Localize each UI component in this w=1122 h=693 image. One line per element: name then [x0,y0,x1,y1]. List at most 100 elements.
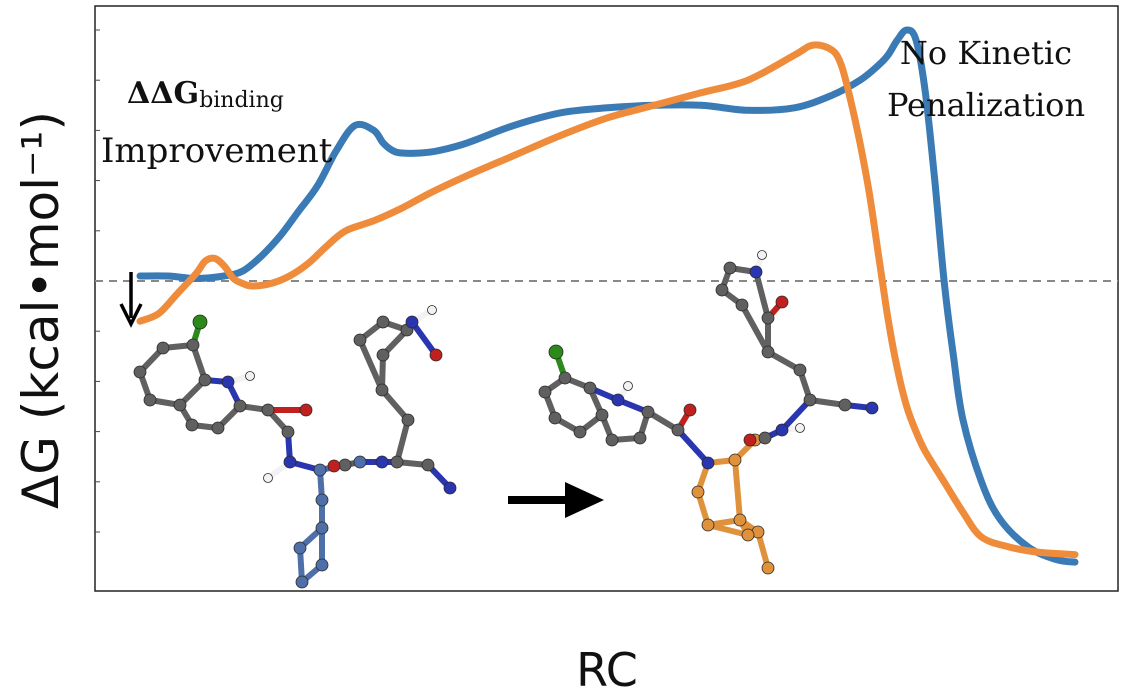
right-molecule-atom [623,381,633,391]
right-molecule-atom [595,408,609,422]
left-molecule-atom [390,455,404,469]
left-molecule-atom [245,371,255,381]
left-molecule-atom [313,463,327,477]
right-molecule-atom [757,250,767,260]
right-molecule-atom [775,423,789,437]
right-molecule-atom [723,261,737,275]
left-molecule-atom [443,481,457,495]
right-molecule-bond [739,302,771,355]
left-molecule-atom [376,315,390,329]
left-molecule-atom [186,338,200,352]
binding-delta-label: ΔΔG [127,76,199,111]
right-molecule-atom [691,485,705,499]
left-molecule-atom [211,421,225,435]
left-molecule-atom [133,365,147,379]
left-molecule-atom [315,493,329,507]
right-molecule-atom [605,433,619,447]
right-molecule-atom [558,371,572,385]
molecule-structures [133,250,879,589]
right-molecule-atom [633,431,647,445]
series-line-orange [136,41,1079,559]
right-molecule-bond [732,457,743,523]
left-molecule-atom [375,383,389,397]
left-molecule-atom [293,541,307,555]
left-molecule-atom [376,348,390,362]
left-molecule-atom [375,455,389,469]
left-molecule-atom [295,575,309,589]
left-molecule-atom [353,333,367,347]
down-arrow-icon [119,272,143,328]
right-molecule-atom [641,405,655,419]
left-molecule-atom [261,403,275,417]
right-molecule-atom [761,311,775,325]
left-molecule-atom [281,425,295,439]
right-molecule-atom [749,265,763,279]
left-molecule-atom [315,558,329,572]
left-molecule-bond [394,417,411,465]
left-molecule-atoms [133,305,457,589]
right-molecule-atom [838,398,852,412]
right-molecule-atom [793,363,807,377]
right-molecule-atom [775,295,789,309]
kinetic-annotation-line2: Penalization [887,86,1085,124]
left-molecule-atom [427,305,437,315]
left-molecule-atom [192,314,208,330]
plot-frame [94,5,1119,592]
y-axis-label: ΔG (kcal•mol⁻¹) [12,111,70,509]
right-molecule-atom [683,403,697,417]
left-molecule-atom [221,375,235,389]
left-molecule-atom [283,455,297,469]
left-molecule-bonds [137,307,453,585]
left-molecule-atom [185,418,199,432]
right-molecule-atom [548,411,562,425]
right-molecule-atom [803,393,817,407]
right-molecule-atom [573,425,587,439]
right-molecule-atom [701,518,715,532]
right-molecule-atom [735,298,749,312]
kinetic-annotation-line1: No Kinetic [900,34,1072,72]
left-molecule-atom [429,348,443,362]
right-molecule-atom [728,453,742,467]
right-molecule-atom [758,431,772,445]
left-molecule-atom [353,455,367,469]
right-molecule-atom [548,344,564,360]
left-molecule-atom [143,393,157,407]
right-molecule-bond [779,397,813,433]
right-molecule-atom [761,345,775,359]
left-molecule-bond [357,337,385,393]
left-molecule-atom [263,473,273,483]
right-molecule-bond [675,427,711,466]
left-molecule-atom [173,398,187,412]
right-molecule-atom [715,283,729,297]
right-molecule-atom [743,433,757,447]
binding-subscript: binding [199,88,284,113]
right-molecule-atom [701,456,715,470]
right-molecule-atom [583,381,597,395]
left-molecule-atom [338,458,352,472]
binding-annotation: ΔΔGbinding [127,76,284,113]
right-molecule-atom [741,528,755,542]
right-molecule-atoms [538,250,879,575]
right-molecule-atom [611,393,625,407]
left-molecule-atom [405,315,419,329]
right-molecule-atom [865,401,879,415]
left-molecule-bond [409,319,439,358]
left-molecule-atom [198,373,212,387]
y-axis-ticks [95,29,100,533]
right-molecule-atom [671,423,685,437]
left-molecule-atom [156,341,170,355]
right-molecule-atom [733,513,747,527]
right-arrow-icon [508,482,604,518]
left-molecule-atom [315,521,329,535]
improvement-annotation: Improvement [101,131,333,171]
left-molecule-atom [299,403,313,417]
x-axis-label: RC [576,643,638,693]
right-molecule-atom [761,561,775,575]
left-molecule-atom [401,413,415,427]
right-molecule-atom [538,385,552,399]
right-molecule-bond [705,522,751,538]
left-molecule-atom [327,459,341,473]
left-molecule-atom [421,458,435,472]
left-molecule-bond [379,387,411,423]
